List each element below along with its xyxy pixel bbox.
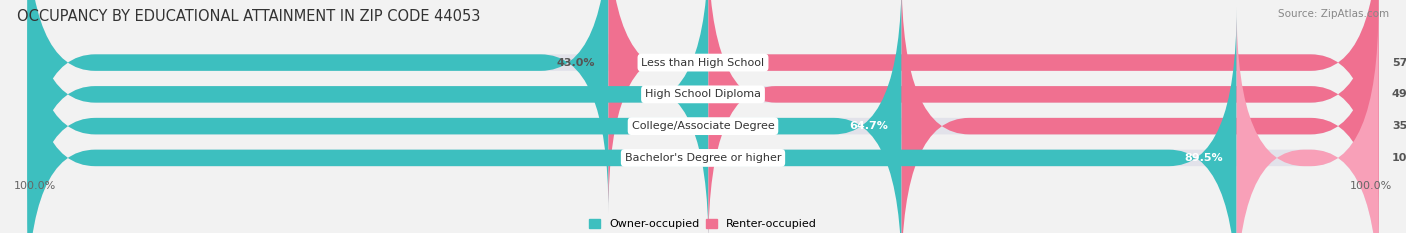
Text: 35.3%: 35.3% [1392,121,1406,131]
Text: Less than High School: Less than High School [641,58,765,68]
Text: 43.0%: 43.0% [557,58,595,68]
FancyBboxPatch shape [901,0,1378,233]
Text: 10.5%: 10.5% [1392,153,1406,163]
FancyBboxPatch shape [1237,7,1378,233]
FancyBboxPatch shape [28,0,1378,233]
FancyBboxPatch shape [709,0,1378,233]
FancyBboxPatch shape [28,0,1378,213]
Text: College/Associate Degree: College/Associate Degree [631,121,775,131]
Text: OCCUPANCY BY EDUCATIONAL ATTAINMENT IN ZIP CODE 44053: OCCUPANCY BY EDUCATIONAL ATTAINMENT IN Z… [17,9,481,24]
Text: 50.4%: 50.4% [657,89,695,99]
FancyBboxPatch shape [609,0,1378,213]
Text: 100.0%: 100.0% [1350,181,1392,191]
Text: Source: ZipAtlas.com: Source: ZipAtlas.com [1278,9,1389,19]
Legend: Owner-occupied, Renter-occupied: Owner-occupied, Renter-occupied [589,219,817,229]
FancyBboxPatch shape [28,7,1237,233]
FancyBboxPatch shape [28,7,1378,233]
FancyBboxPatch shape [28,0,901,233]
FancyBboxPatch shape [28,0,709,233]
FancyBboxPatch shape [28,0,1378,233]
Text: 89.5%: 89.5% [1184,153,1223,163]
Text: 64.7%: 64.7% [849,121,889,131]
Text: 57.0%: 57.0% [1392,58,1406,68]
Text: 49.6%: 49.6% [1392,89,1406,99]
Text: High School Diploma: High School Diploma [645,89,761,99]
FancyBboxPatch shape [28,0,609,213]
Text: 100.0%: 100.0% [14,181,56,191]
Text: Bachelor's Degree or higher: Bachelor's Degree or higher [624,153,782,163]
